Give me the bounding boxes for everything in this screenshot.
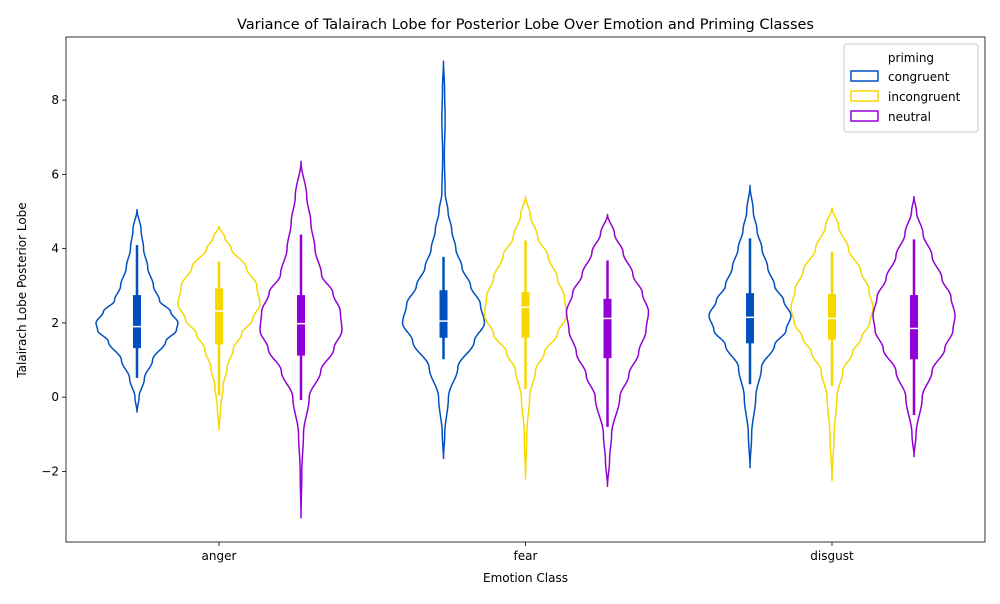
- x-tick-label-anger: anger: [202, 549, 237, 563]
- violin-neutral-fear: [565, 213, 650, 488]
- violins-layer: [95, 60, 956, 519]
- y-tick-label: 6: [51, 167, 59, 181]
- x-tick-label-disgust: disgust: [810, 549, 854, 563]
- iqr-box-congruent-anger: [133, 295, 141, 349]
- violin-incongruent-anger: [177, 225, 261, 431]
- y-tick-label: −2: [41, 464, 59, 478]
- violin-neutral-anger: [259, 160, 343, 519]
- iqr-box-incongruent-fear: [521, 292, 530, 338]
- iqr-box-incongruent-anger: [215, 288, 223, 345]
- y-tick-label: 0: [51, 390, 59, 404]
- violin-congruent-disgust: [708, 184, 792, 469]
- y-axis: −2 0 2 4 6 8: [41, 93, 66, 478]
- y-tick-label: 2: [51, 316, 59, 330]
- legend-swatch-incongruent: [850, 90, 879, 102]
- legend: priming congruent incongruent neutral: [843, 43, 979, 133]
- y-tick-label: 8: [51, 93, 59, 107]
- iqr-box-neutral-anger: [297, 295, 305, 356]
- violin-neutral-disgust: [872, 195, 956, 458]
- legend-swatch-neutral: [850, 110, 879, 122]
- x-axis: anger fear disgust: [202, 542, 854, 563]
- violin-congruent-anger: [95, 208, 179, 413]
- violin-incongruent-fear: [483, 195, 568, 480]
- chart-title: Variance of Talairach Lobe for Posterior…: [237, 17, 814, 33]
- legend-label-neutral: neutral: [888, 110, 931, 124]
- y-tick-label: 4: [51, 242, 59, 256]
- legend-label-congruent: congruent: [888, 70, 950, 84]
- y-axis-label: Talairach Lobe Posterior Lobe: [15, 202, 29, 378]
- legend-entries: congruent incongruent neutral: [850, 70, 961, 124]
- x-tick-label-fear: fear: [514, 549, 538, 563]
- iqr-box-congruent-fear: [439, 290, 448, 338]
- violin-incongruent-disgust: [790, 207, 874, 482]
- legend-frame: [843, 43, 979, 133]
- legend-title: priming: [888, 51, 934, 65]
- legend-swatch-congruent: [850, 70, 879, 82]
- iqr-box-incongruent-disgust: [828, 293, 836, 340]
- boxes-layer: [133, 234, 918, 427]
- iqr-box-neutral-disgust: [910, 295, 918, 360]
- iqr-box-congruent-disgust: [746, 293, 754, 344]
- iqr-box-neutral-fear: [603, 298, 612, 359]
- x-axis-label: Emotion Class: [483, 571, 568, 585]
- legend-label-incongruent: incongruent: [888, 90, 961, 104]
- violin-congruent-fear: [401, 60, 486, 460]
